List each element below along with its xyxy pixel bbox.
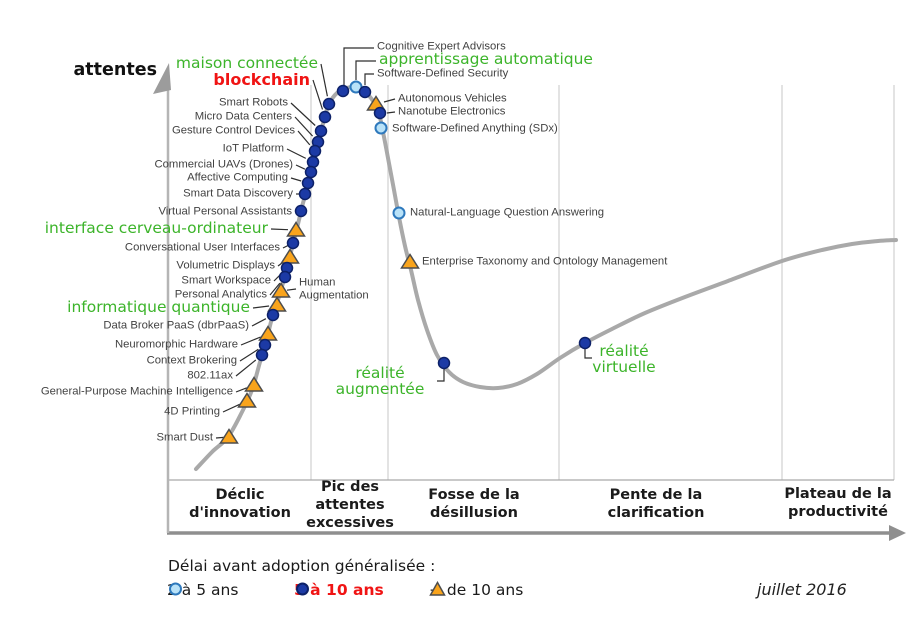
marker-software-defined-security [358, 85, 372, 99]
marker-blockchain [318, 110, 332, 124]
leader-cognitive-expert-advisors [343, 47, 374, 85]
leader-apprentissage-automatique [355, 60, 376, 80]
marker-iot-platform [306, 155, 320, 169]
leader-personal-analytics [269, 282, 281, 296]
leader-commercial-uavs-drones [295, 164, 306, 170]
marker-4d-printing [237, 392, 257, 408]
leader-realite-virtuelle [584, 349, 592, 359]
marker-data-broker-paas-dbrpaas [266, 308, 280, 322]
marker-gesture-control-devices [308, 144, 322, 158]
leader-realite-augmentee [437, 369, 445, 382]
leader-context-brokering [239, 348, 259, 362]
hype-curve [194, 84, 898, 471]
marker-realite-augmentee [437, 356, 451, 370]
leader-autonomous-vehicles [383, 98, 396, 103]
leader-data-broker-paas-dbrpaas [251, 318, 267, 327]
marker-realite-virtuelle [578, 336, 592, 350]
leader-neuromorphic-hardware [240, 336, 261, 346]
leader-nanotube-electronics [386, 111, 396, 114]
marker-natural-language-question-answering [392, 206, 406, 220]
marker-neuromorphic-hardware [258, 325, 278, 341]
marker-commercial-uavs-drones [304, 165, 318, 179]
leader-human-augmentation [286, 288, 297, 291]
marker-interface-cerveau-ordinateur [286, 221, 306, 237]
marker-informatique-quantique [267, 296, 287, 312]
marker-smart-robots [314, 124, 328, 138]
marker-volumetric-displays [280, 248, 300, 264]
y-axis-arrow-icon [153, 63, 171, 94]
marker-smart-data-discovery [298, 187, 312, 201]
marker-general-purpose-machine-intelligence [244, 376, 264, 392]
leader-blockchain [312, 79, 324, 110]
leader-affective-computing [290, 177, 302, 182]
marker-enterprise-taxonomy-and-ontology-management [400, 253, 420, 269]
leader-smart-robots [290, 102, 316, 126]
leader-maison-connectee [320, 63, 328, 97]
marker-personal-analytics [278, 270, 292, 284]
leader-4d-printing [222, 403, 240, 413]
marker-human-augmentation [271, 282, 291, 298]
marker-smart-dust [219, 428, 239, 444]
leader-interface-cerveau-ordinateur [270, 228, 289, 231]
marker-802-11ax [255, 348, 269, 362]
x-axis-arrow-icon [889, 525, 906, 541]
marker-software-defined-anything-sdx [374, 121, 388, 135]
leader-gesture-control-devices [297, 130, 311, 146]
leader-smart-dust [215, 436, 224, 439]
leader-general-purpose-machine-intelligence [235, 387, 248, 393]
marker-affective-computing [301, 176, 315, 190]
leader-iot-platform [286, 148, 307, 159]
marker-nanotube-electronics [373, 106, 387, 120]
marker-maison-connectee [322, 97, 336, 111]
marker-virtual-personal-assistants [294, 204, 308, 218]
marker-cognitive-expert-advisors [336, 84, 350, 98]
leader-software-defined-security [364, 73, 374, 85]
leader-micro-data-centers [294, 116, 314, 137]
leader-informatique-quantique [252, 305, 270, 309]
leader-802-11ax [235, 359, 257, 377]
marker-conversational-user-interfaces [286, 236, 300, 250]
